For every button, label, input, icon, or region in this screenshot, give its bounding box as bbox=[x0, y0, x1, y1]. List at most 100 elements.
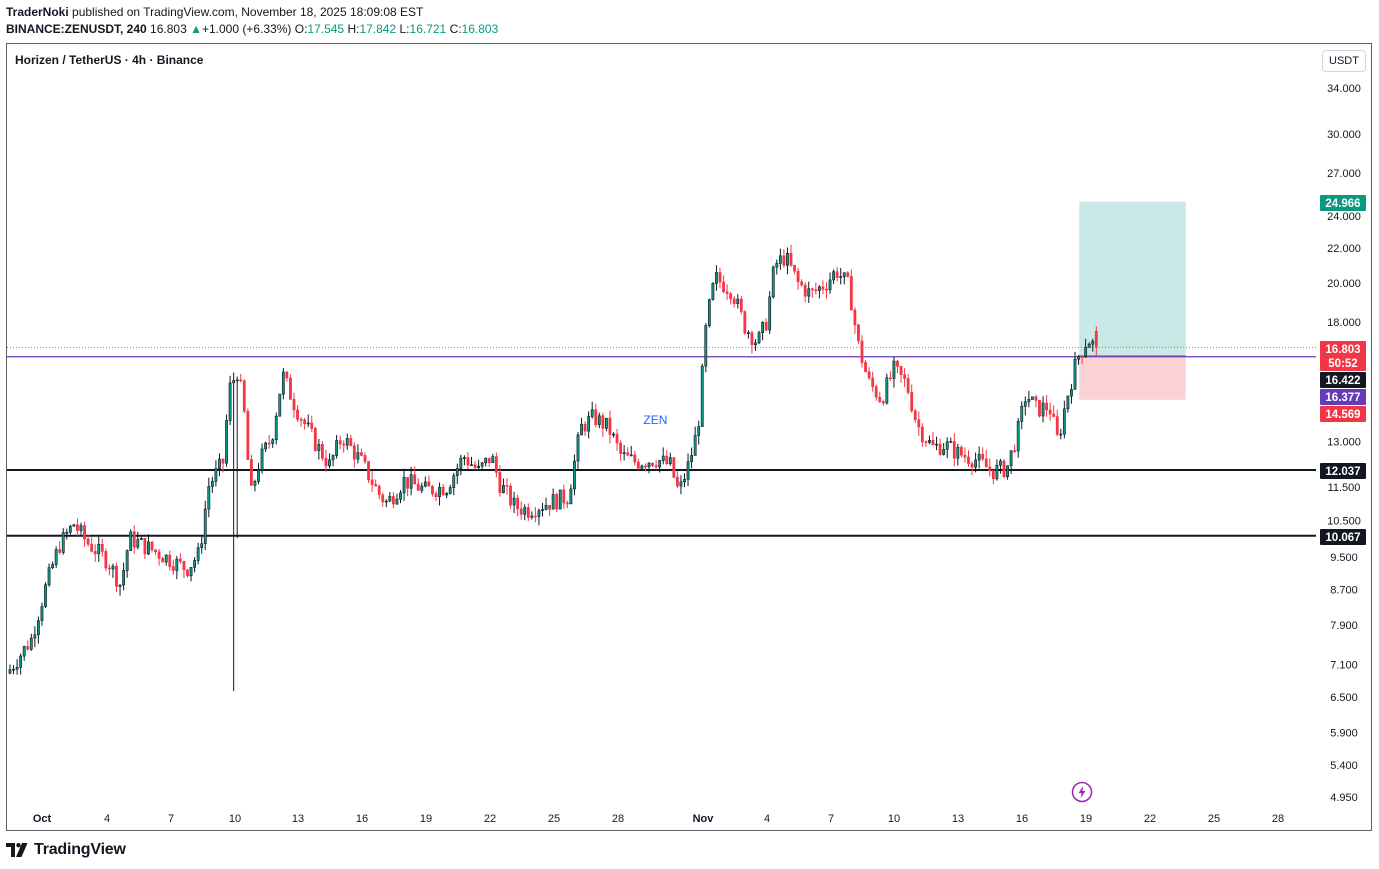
candle bbox=[246, 408, 250, 460]
y-tick-label: 20.000 bbox=[1327, 278, 1361, 290]
candle bbox=[200, 535, 204, 554]
candle bbox=[90, 537, 94, 553]
candle bbox=[164, 554, 168, 566]
candle bbox=[214, 460, 218, 487]
candle bbox=[289, 374, 292, 400]
candle bbox=[732, 296, 736, 308]
svg-text:24.966: 24.966 bbox=[1325, 198, 1360, 210]
svg-text:50:52: 50:52 bbox=[1328, 358, 1357, 370]
candle bbox=[867, 367, 871, 381]
candle bbox=[285, 371, 289, 382]
candle bbox=[892, 356, 896, 388]
y-tick-label: 4.950 bbox=[1330, 792, 1358, 804]
candle bbox=[739, 295, 743, 315]
candle bbox=[218, 453, 221, 477]
candle bbox=[423, 476, 427, 488]
candle bbox=[615, 428, 619, 451]
open-value: 17.545 bbox=[307, 22, 345, 36]
y-tick-label: 7.100 bbox=[1330, 659, 1358, 671]
candle bbox=[409, 466, 413, 496]
high-value: 17.842 bbox=[359, 22, 397, 36]
y-tick-label: 30.000 bbox=[1327, 129, 1361, 141]
price-label-purple-level: 16.377 bbox=[1320, 389, 1366, 405]
candle bbox=[186, 569, 189, 578]
candle bbox=[1066, 395, 1070, 413]
price-label-stop: 14.569 bbox=[1320, 406, 1366, 422]
currency-button[interactable]: USDT bbox=[1322, 50, 1366, 72]
candle bbox=[548, 505, 552, 517]
candle bbox=[207, 477, 211, 518]
horizontal-lines bbox=[7, 346, 1316, 537]
y-tick-label: 34.000 bbox=[1327, 83, 1361, 95]
candle bbox=[775, 259, 779, 275]
candle bbox=[1048, 402, 1052, 421]
x-axis[interactable]: Oct 4 7 10 13 16 19 22 25 28 Nov 4 7 10 13 16 19 22 25 28 bbox=[33, 813, 1284, 825]
candle bbox=[384, 499, 388, 508]
candle bbox=[949, 437, 953, 443]
y-axis[interactable]: 34.000 30.000 27.000 24.000 22.000 20.000 18.0… bbox=[1327, 83, 1361, 804]
stop-zone[interactable] bbox=[1079, 355, 1186, 400]
candle bbox=[427, 475, 431, 487]
candle bbox=[636, 458, 640, 471]
candle bbox=[68, 524, 72, 535]
candle bbox=[253, 479, 257, 492]
candle bbox=[846, 271, 850, 278]
candle bbox=[1070, 383, 1073, 404]
candle bbox=[874, 384, 878, 401]
candle bbox=[956, 443, 960, 466]
candle bbox=[22, 645, 26, 661]
tradingview-logo[interactable]: TradingView bbox=[6, 841, 126, 859]
candle bbox=[438, 482, 441, 506]
candle bbox=[903, 368, 907, 388]
x-tick-label: 28 bbox=[1272, 813, 1284, 825]
candle bbox=[644, 463, 647, 472]
candle bbox=[622, 445, 626, 461]
candle bbox=[29, 633, 33, 651]
candle bbox=[814, 282, 818, 295]
candle bbox=[349, 434, 353, 447]
svg-text:10.067: 10.067 bbox=[1325, 532, 1360, 544]
candle bbox=[168, 550, 172, 571]
candle bbox=[54, 546, 58, 568]
candle bbox=[849, 269, 853, 311]
y-tick-label: 8.700 bbox=[1330, 585, 1358, 597]
candle bbox=[860, 335, 864, 368]
candle bbox=[612, 432, 615, 438]
candle bbox=[264, 441, 268, 453]
chart-frame[interactable] bbox=[6, 43, 1372, 831]
candle bbox=[828, 272, 832, 294]
candle bbox=[633, 450, 637, 466]
candle bbox=[388, 491, 392, 502]
target-zone[interactable] bbox=[1079, 201, 1186, 356]
candle bbox=[715, 265, 718, 291]
author-name[interactable]: TraderNoki bbox=[6, 5, 69, 19]
price-change: +1.000 (+6.33%) bbox=[201, 22, 292, 36]
candle bbox=[722, 275, 725, 294]
candle bbox=[1077, 355, 1080, 365]
x-tick-label: 28 bbox=[612, 813, 624, 825]
candle bbox=[541, 502, 544, 517]
lightning-icon[interactable] bbox=[1071, 781, 1093, 803]
candle bbox=[406, 477, 410, 497]
candle bbox=[111, 563, 115, 578]
candle bbox=[736, 294, 740, 309]
zen-annotation[interactable]: ZEN bbox=[643, 413, 667, 427]
candle bbox=[335, 435, 339, 459]
candle bbox=[750, 330, 754, 354]
candle bbox=[196, 542, 200, 565]
x-tick-label: 4 bbox=[104, 813, 110, 825]
candle bbox=[1013, 444, 1017, 453]
x-tick-label: 13 bbox=[292, 813, 304, 825]
candle bbox=[100, 538, 104, 557]
candle bbox=[441, 484, 445, 496]
candle bbox=[299, 417, 303, 427]
candle bbox=[743, 310, 747, 335]
candle bbox=[754, 339, 757, 351]
candle bbox=[544, 497, 548, 511]
symbol-interval: BINANCE:ZENUSDT, 240 bbox=[6, 22, 147, 36]
candle bbox=[462, 455, 466, 466]
candle bbox=[1034, 394, 1038, 408]
candle bbox=[913, 408, 917, 423]
candle bbox=[526, 503, 530, 521]
